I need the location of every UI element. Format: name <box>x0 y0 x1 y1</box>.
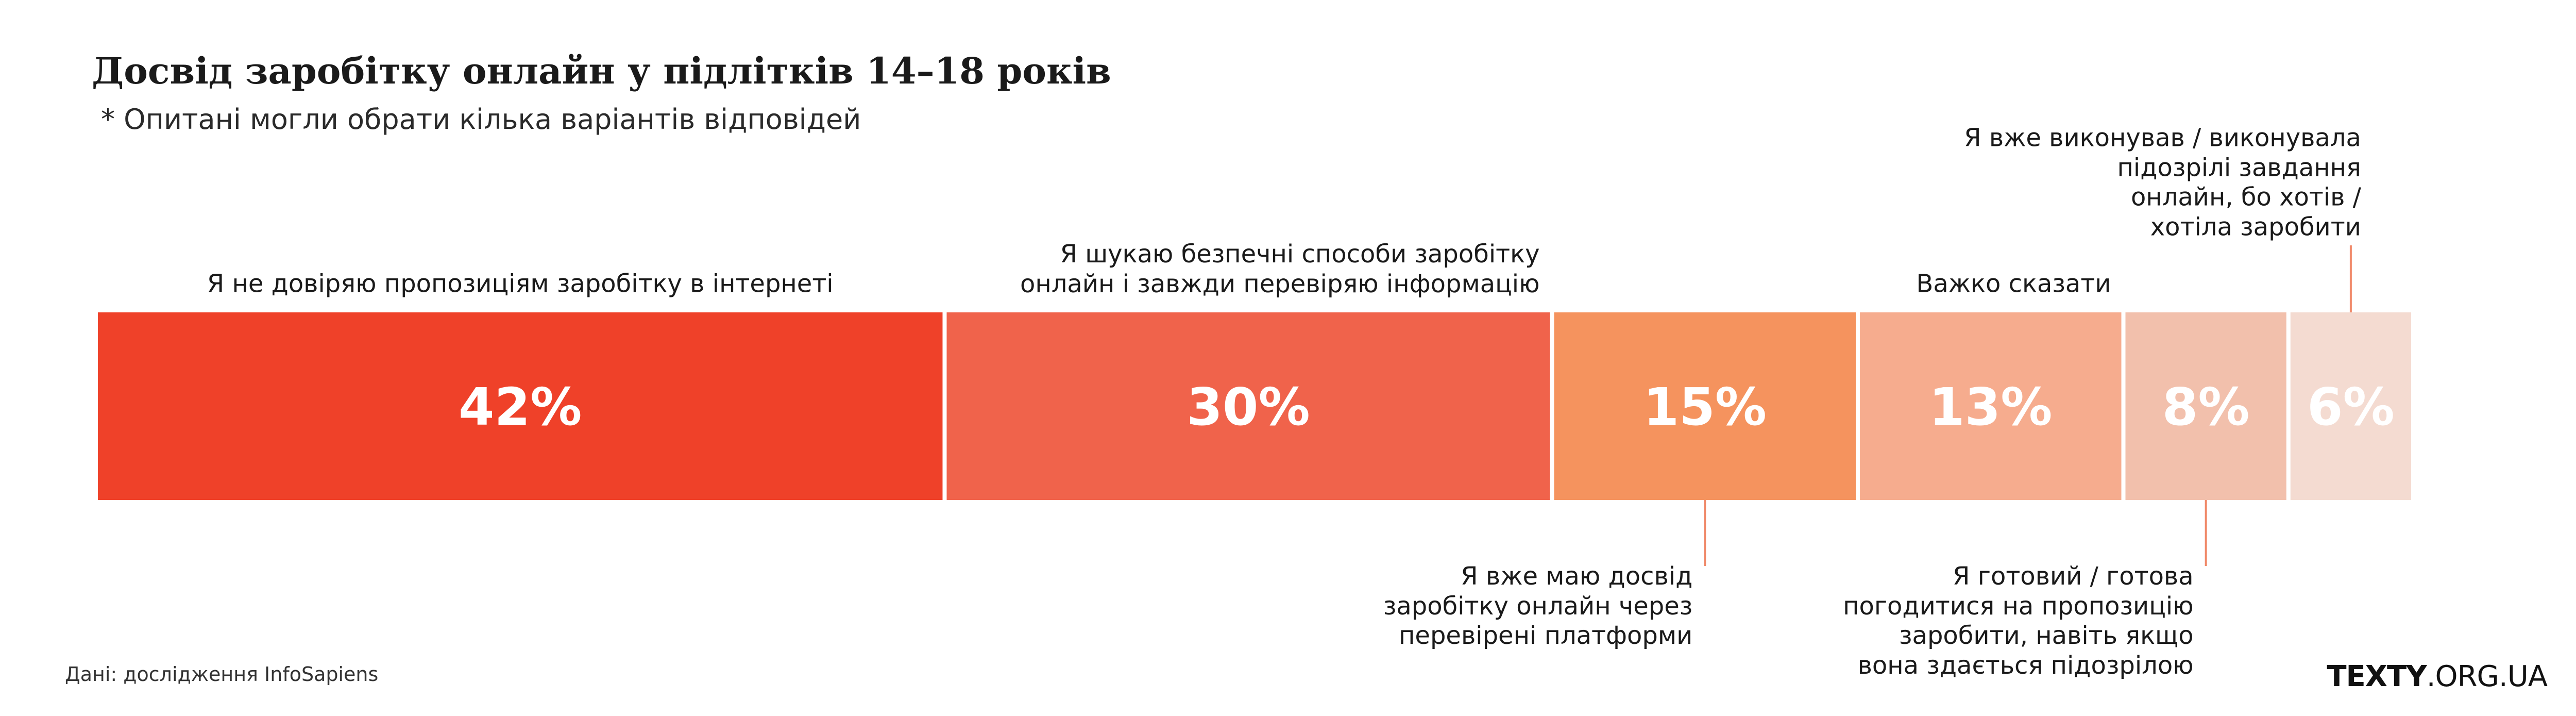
category-label-3: Я вже маю досвід заробітку онлайн через пе… <box>1383 562 1693 651</box>
brand-strong: TEXTY <box>2327 660 2427 693</box>
bar-value-label-5: 8% <box>2162 377 2250 437</box>
bar-segment-2 <box>946 312 1550 500</box>
bar-value-label-2: 30% <box>1187 377 1310 437</box>
category-label-2: Я шукаю безпечні способи заробітку онлайн… <box>1020 239 1540 298</box>
bar-value-label-6: 6% <box>2307 377 2395 437</box>
bar-segment-4 <box>1860 312 2122 500</box>
bar-segment-3 <box>1554 312 1856 500</box>
bar-segment-1 <box>98 312 943 500</box>
bar-value-label-3: 15% <box>1643 377 1767 437</box>
category-label-1: Я не довіряю пропозиціям заробітку в інт… <box>207 269 834 298</box>
brand-logo[interactable]: TEXTY.ORG.UA <box>2327 660 2548 693</box>
data-source: Дані: дослідження InfoSapiens <box>65 663 379 686</box>
bar-value-label-1: 42% <box>459 377 582 437</box>
category-label-4: Важко сказати <box>1916 269 2111 298</box>
chart-subtitle: * Опитані могли обрати кілька варіантів … <box>101 103 861 136</box>
bar-value-label-4: 13% <box>1929 377 2052 437</box>
bar-segment-5 <box>2125 312 2286 500</box>
chart-title: Досвід заробітку онлайн у підлітків 14–1… <box>92 49 1111 92</box>
brand-rest: .ORG.UA <box>2426 660 2548 693</box>
bar-segment-6 <box>2290 312 2411 500</box>
category-label-6: Я вже виконував / виконувала підозрілі за… <box>1964 123 2361 242</box>
category-label-5: Я готовий / готова погодитися на пропозиц… <box>1843 562 2194 680</box>
